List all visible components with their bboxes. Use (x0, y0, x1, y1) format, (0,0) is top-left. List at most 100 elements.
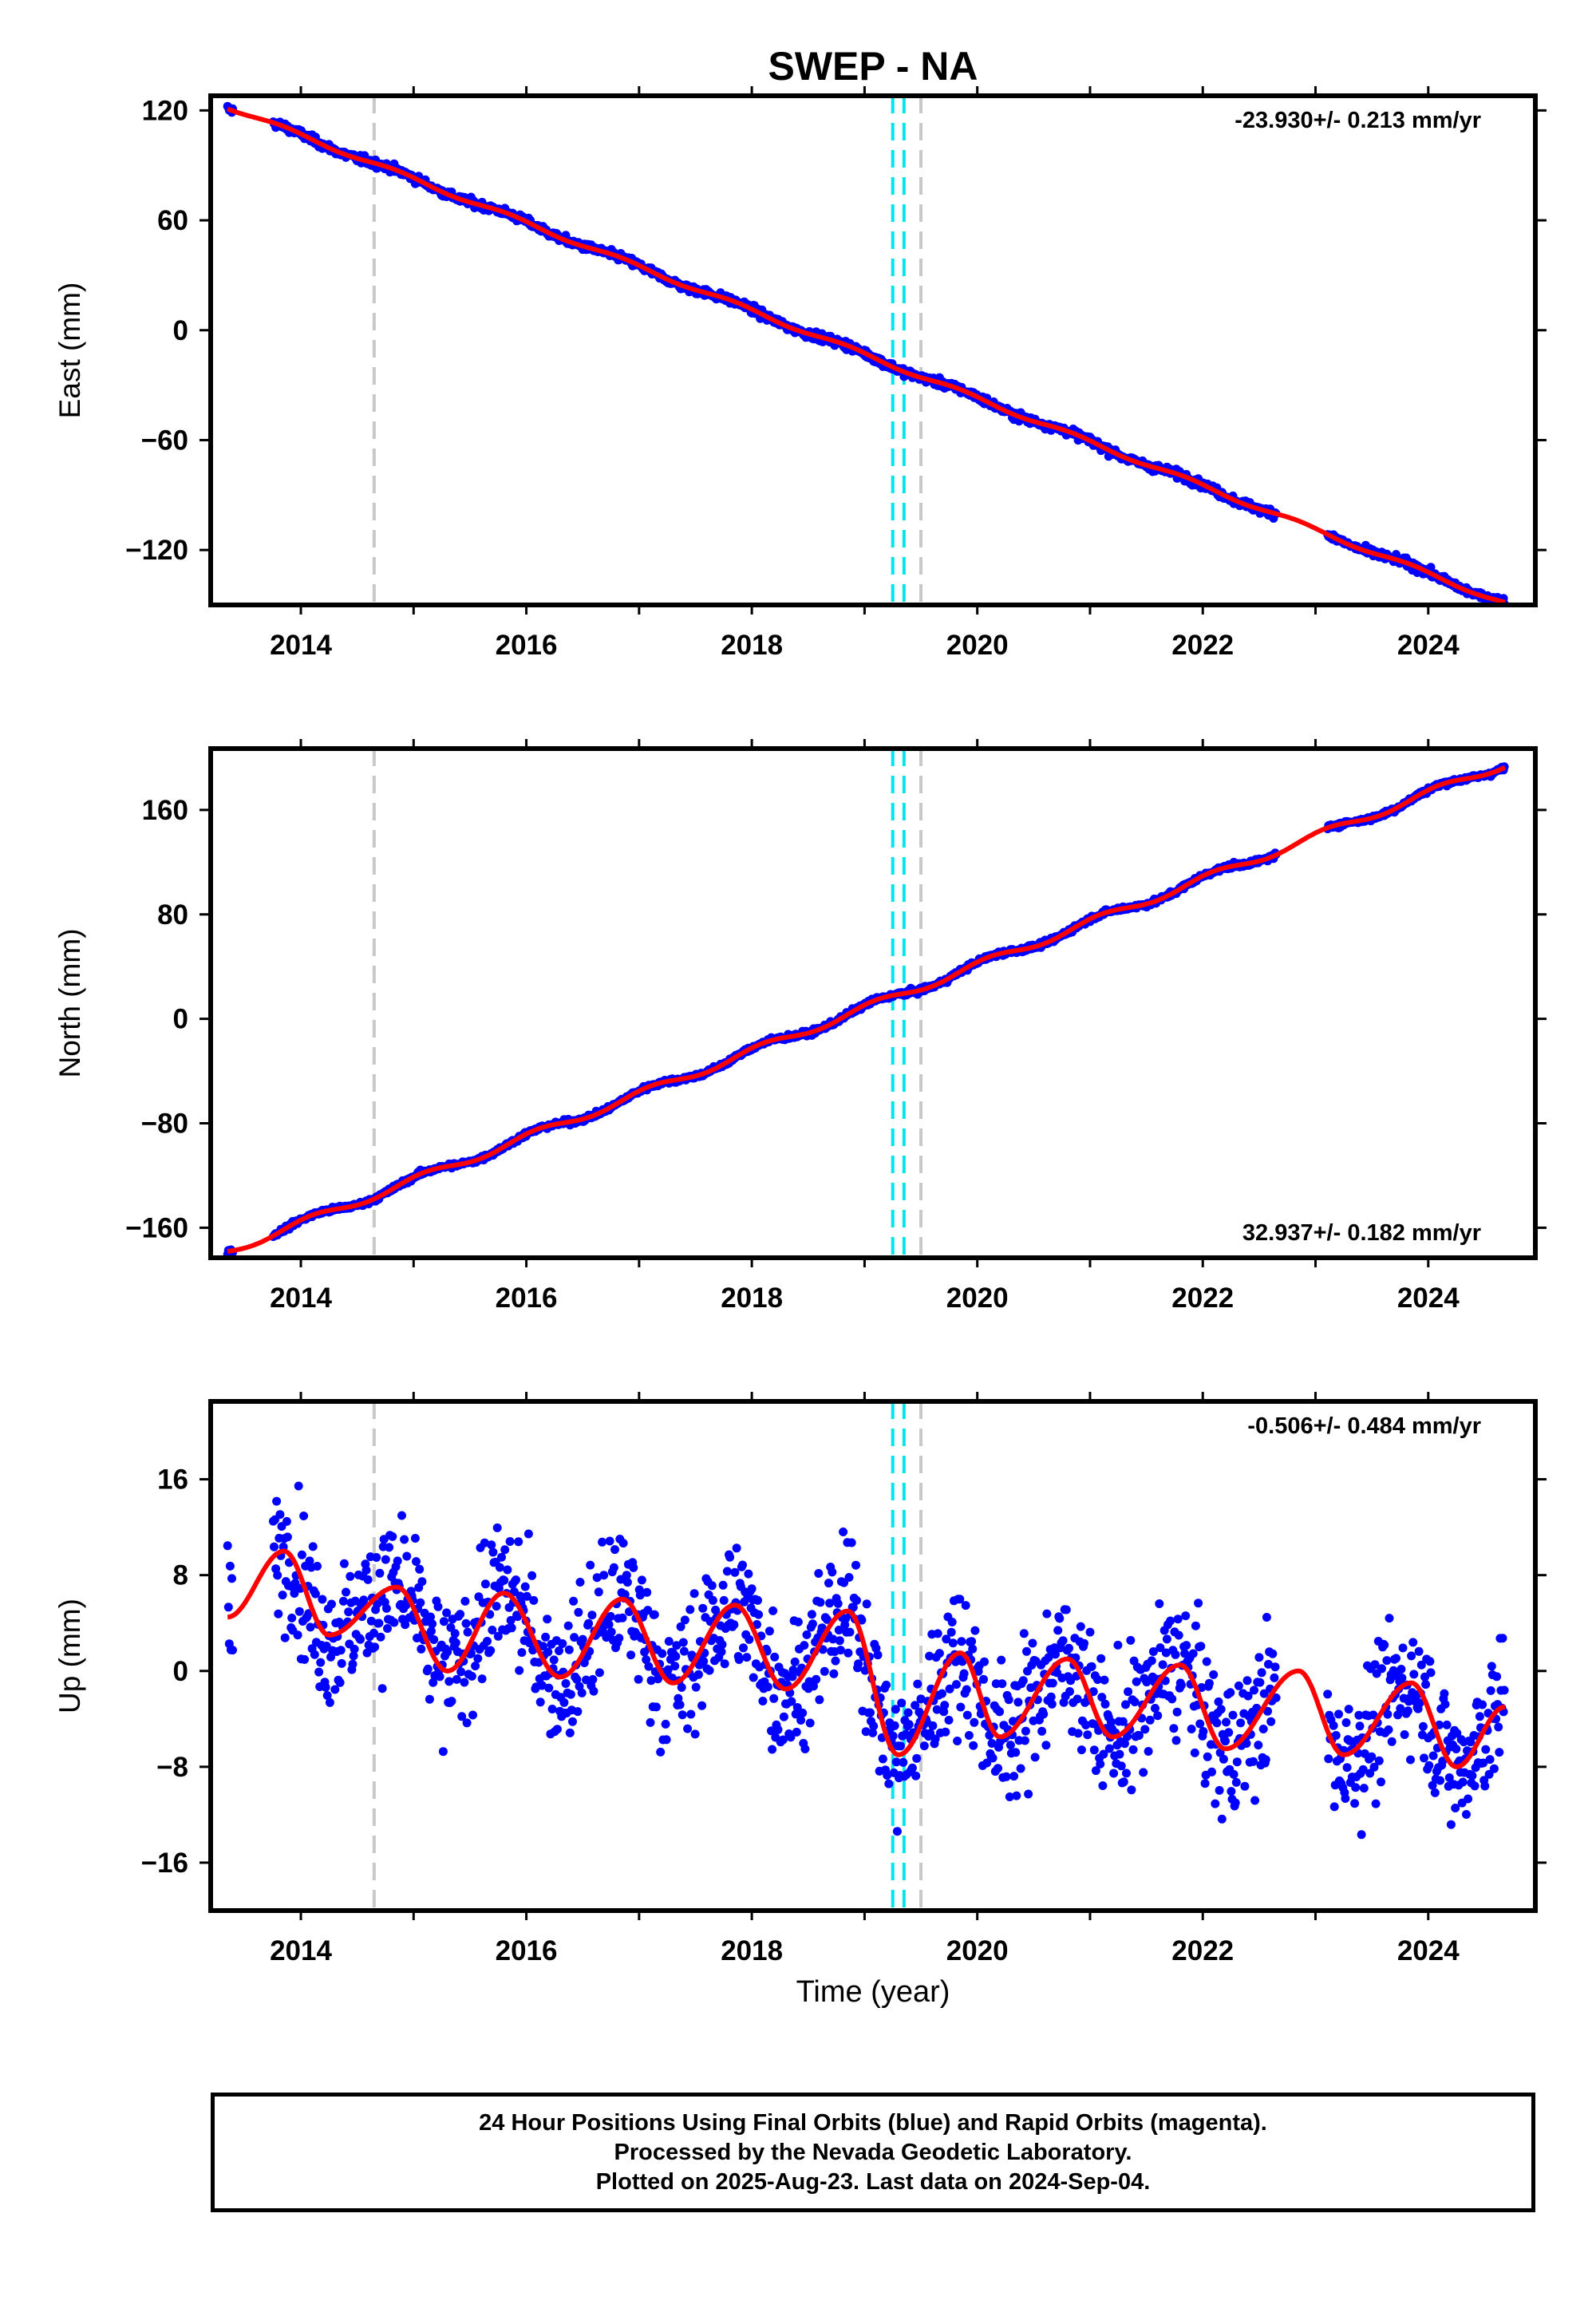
data-point (223, 1603, 233, 1612)
data-point (1406, 1755, 1415, 1765)
data-point (749, 1673, 758, 1682)
data-point (1270, 1673, 1279, 1682)
data-point (1004, 1695, 1013, 1705)
data-point (1097, 1693, 1107, 1702)
data-point (970, 1626, 980, 1635)
data-point (1387, 1737, 1396, 1746)
data-point (507, 1623, 516, 1633)
y-tick-label: 60 (157, 205, 188, 236)
data-point (658, 1649, 667, 1658)
data-point (725, 1552, 735, 1562)
data-point (574, 1607, 583, 1617)
data-point (734, 1655, 744, 1664)
y-axis-label: East (mm) (53, 283, 86, 419)
data-point (503, 1565, 512, 1575)
footer-line-2: Processed by the Nevada Geodetic Laborat… (614, 2139, 1132, 2165)
data-point (520, 1582, 530, 1591)
data-point (998, 1679, 1007, 1689)
y-tick-label: −8 (156, 1752, 188, 1783)
data-point (1489, 1764, 1499, 1773)
data-point (928, 1721, 938, 1730)
data-point (1219, 1754, 1228, 1764)
data-point (1234, 1681, 1243, 1690)
data-point (1479, 1758, 1488, 1768)
data-point (1428, 1780, 1437, 1790)
data-point (896, 1741, 906, 1751)
data-point (930, 1734, 940, 1744)
data-point (337, 1658, 346, 1668)
data-point (957, 1637, 966, 1646)
y-tick-label: −160 (125, 1212, 188, 1243)
data-point (228, 1646, 237, 1655)
data-point (1083, 1730, 1092, 1740)
data-point (529, 1595, 539, 1605)
data-point (1254, 1653, 1264, 1662)
data-point (1139, 1768, 1148, 1777)
data-point (848, 1603, 858, 1612)
data-point (1100, 1699, 1110, 1709)
data-point (369, 1628, 378, 1638)
data-point (651, 1702, 661, 1712)
data-point (828, 1634, 838, 1644)
data-point (629, 1563, 638, 1572)
data-point (953, 1737, 962, 1745)
data-point (1415, 1698, 1424, 1708)
data-point (1424, 1761, 1434, 1770)
data-point (460, 1678, 469, 1687)
data-point (839, 1528, 848, 1536)
data-point (1022, 1646, 1031, 1656)
data-point (1478, 1700, 1487, 1709)
data-point (1197, 1683, 1207, 1692)
data-point (1344, 1705, 1353, 1714)
data-point (891, 1705, 900, 1714)
data-point (1452, 1745, 1461, 1753)
data-point (456, 1667, 466, 1677)
data-point (595, 1668, 604, 1678)
data-point (1199, 1727, 1208, 1736)
data-point (592, 1573, 602, 1583)
data-point (273, 1571, 282, 1580)
data-point (1257, 1668, 1266, 1678)
data-point (1124, 1687, 1133, 1697)
data-point (1487, 1662, 1496, 1671)
data-point (808, 1619, 817, 1629)
data-point (471, 1662, 480, 1670)
data-point (1126, 1635, 1136, 1645)
data-point (473, 1654, 483, 1663)
data-point (1209, 1670, 1219, 1679)
data-point (1250, 1796, 1260, 1805)
data-point (825, 1599, 835, 1608)
x-tick-label: 2016 (496, 1282, 558, 1314)
data-point (417, 1577, 427, 1587)
data-point (942, 1634, 951, 1644)
x-tick-label: 2024 (1397, 630, 1460, 661)
data-point (698, 1603, 708, 1613)
data-point (294, 1481, 303, 1491)
data-point (1028, 1638, 1037, 1648)
data-point (294, 1607, 304, 1616)
data-point (415, 1564, 425, 1574)
data-point (1016, 1764, 1025, 1773)
data-point (1397, 1674, 1407, 1682)
data-point (1329, 1721, 1338, 1730)
data-point (1151, 1704, 1159, 1713)
data-point (1042, 1609, 1052, 1618)
data-point (1240, 1781, 1250, 1791)
data-point (620, 1590, 630, 1599)
data-point (1486, 1686, 1495, 1695)
data-point (962, 1710, 972, 1720)
data-point (1440, 1689, 1449, 1698)
rate-label: 32.937+/- 0.182 mm/yr (1242, 1220, 1481, 1246)
y-tick-label: 0 (173, 1656, 188, 1687)
data-point (1365, 1769, 1375, 1778)
data-point (460, 1596, 470, 1606)
data-point (272, 1496, 282, 1506)
data-point (967, 1637, 977, 1646)
data-point (892, 1827, 902, 1836)
data-point (522, 1591, 531, 1601)
data-point (683, 1724, 693, 1733)
data-point (1384, 1725, 1393, 1734)
data-point (1171, 1736, 1181, 1745)
data-point (1196, 1642, 1206, 1651)
data-point (697, 1701, 707, 1710)
